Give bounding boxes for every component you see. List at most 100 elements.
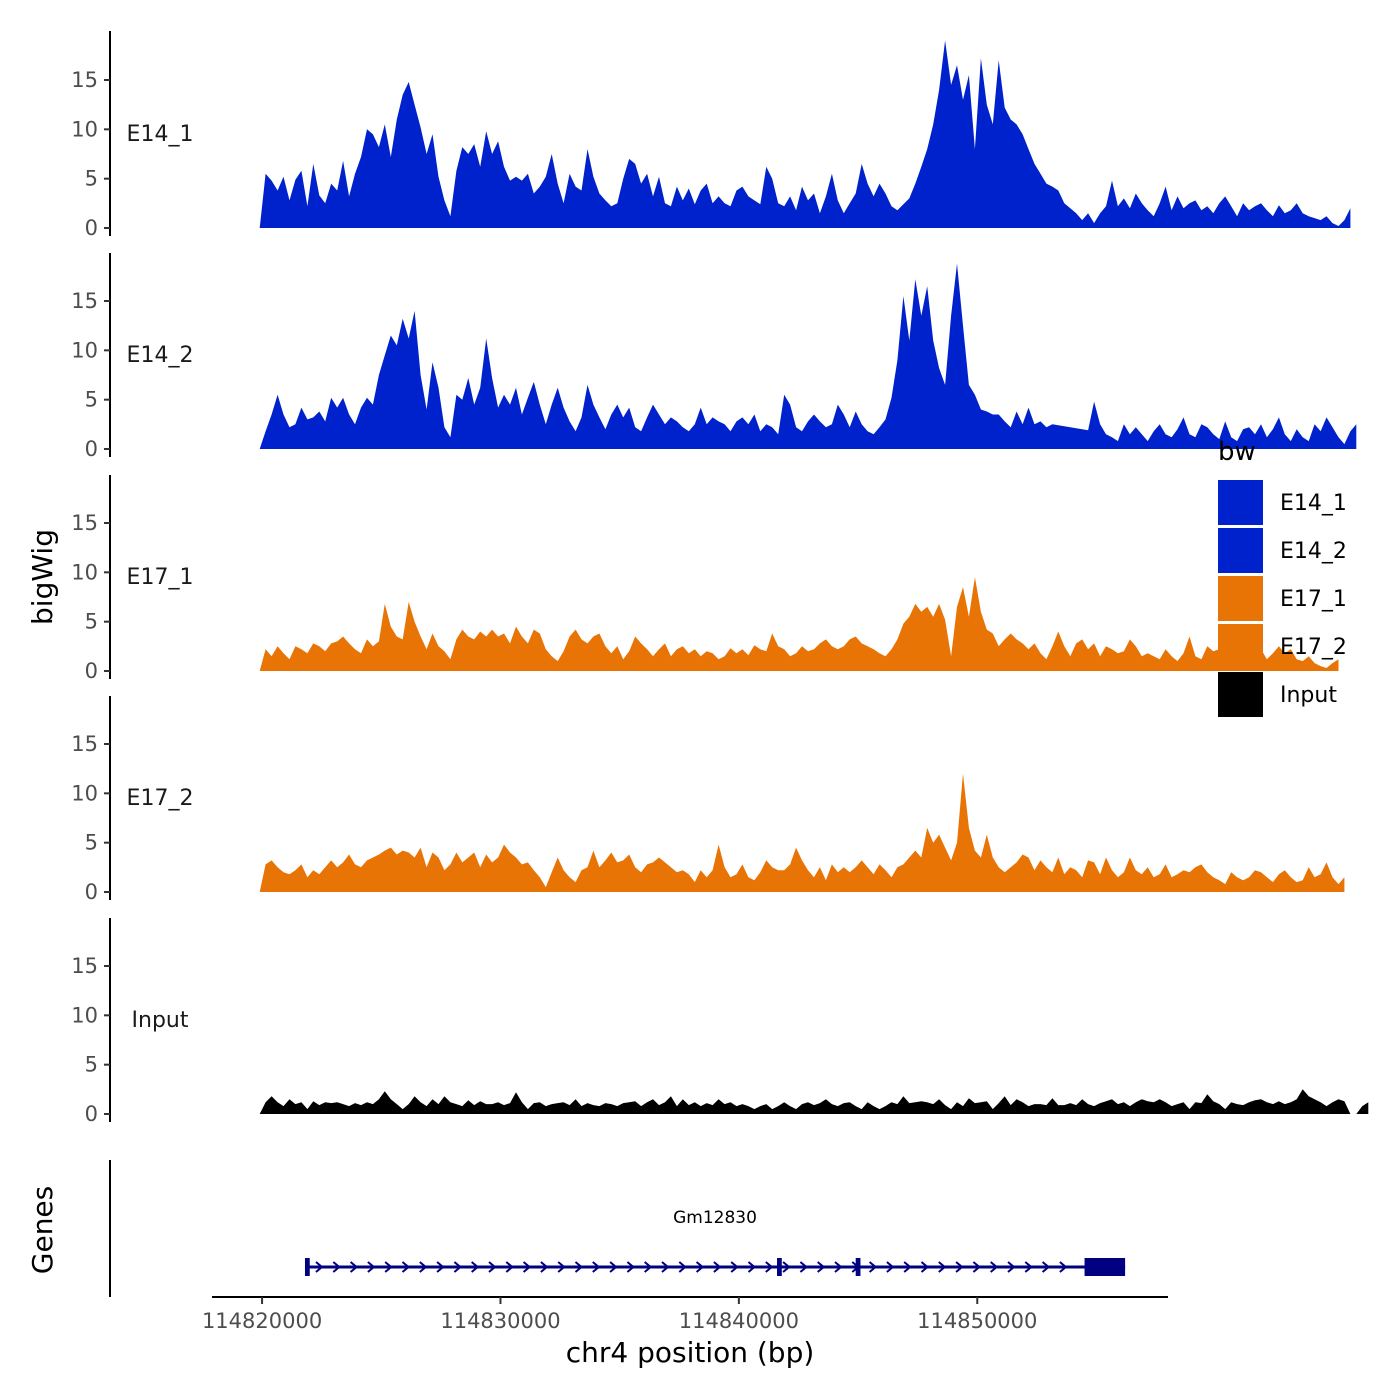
legend: bw E14_1 E14_2 E17_1 E17_2 Input xyxy=(1218,437,1347,717)
strand-arrow xyxy=(799,1261,808,1273)
y-tick-label: 0 xyxy=(85,216,98,240)
strand-arrow xyxy=(1024,1261,1033,1273)
legend-label: E17_1 xyxy=(1280,587,1347,612)
strand-arrow xyxy=(1041,1261,1051,1273)
y-tick-label: 5 xyxy=(85,831,98,855)
track-E14_2: 0 5 10 15 E14_2 xyxy=(71,253,1357,461)
strand-arrow xyxy=(384,1261,393,1273)
track-label: E17_2 xyxy=(127,786,194,811)
strand-arrow xyxy=(367,1261,376,1273)
y-tick-label: 10 xyxy=(71,117,98,141)
y-tick-label: 10 xyxy=(71,781,98,805)
track-E14_1: 0 5 10 15 E14_1 xyxy=(71,31,1351,240)
legend-title: bw xyxy=(1218,437,1256,467)
strand-arrow xyxy=(540,1261,549,1273)
x-tick-label: 114830000 xyxy=(440,1309,560,1333)
strand-arrow xyxy=(505,1261,514,1273)
track-label: E14_2 xyxy=(127,343,194,368)
legend-label: E14_2 xyxy=(1280,539,1347,564)
signal-area-E17_1 xyxy=(259,577,1339,671)
legend-label: E14_1 xyxy=(1280,491,1347,516)
strand-arrow xyxy=(834,1261,843,1273)
signal-area-Input xyxy=(259,1089,1369,1114)
x-axis-title: chr4 position (bp) xyxy=(566,1336,815,1369)
legend-label: Input xyxy=(1280,683,1337,708)
track-label: E17_1 xyxy=(127,565,194,590)
strand-arrow xyxy=(626,1261,635,1273)
strand-arrow xyxy=(661,1261,670,1273)
y-tick-label: 0 xyxy=(85,659,98,683)
y-tick-label: 10 xyxy=(71,338,98,362)
signal-area-E17_2 xyxy=(259,773,1345,892)
strand-arrow xyxy=(436,1261,445,1273)
strand-arrow xyxy=(678,1261,687,1273)
y-tick-label: 15 xyxy=(71,511,98,535)
gene-exon xyxy=(777,1258,782,1276)
y-tick-label: 15 xyxy=(71,68,98,92)
y-tick-label: 10 xyxy=(71,1003,98,1027)
strand-arrow xyxy=(695,1261,705,1273)
legend-key-E14_2 xyxy=(1218,528,1263,573)
track-E17_2: 0 5 10 15 E17_2 xyxy=(71,696,1345,904)
y-tick-label: 0 xyxy=(85,880,98,904)
strand-arrow xyxy=(713,1261,722,1273)
strand-arrow xyxy=(401,1261,411,1273)
y-tick-label: 5 xyxy=(85,1053,98,1077)
genes-axis-title: Genes xyxy=(26,1186,59,1274)
gene-exon xyxy=(304,1258,310,1276)
y-tick-label: 15 xyxy=(71,289,98,313)
signal-area-E14_2 xyxy=(259,263,1357,449)
legend-key-E14_1 xyxy=(1218,480,1263,525)
strand-arrow xyxy=(471,1261,480,1273)
strand-arrow xyxy=(817,1261,826,1273)
strand-arrow xyxy=(886,1261,895,1273)
strand-arrow xyxy=(592,1261,601,1273)
tracks-group: 0 5 10 15 E14_1 0 5 10 15 E14_2 0 5 10 15 E17_1 0 5 10 15 E… xyxy=(71,31,1369,1126)
y-tick-label: 15 xyxy=(71,732,98,756)
legend-key-Input xyxy=(1218,672,1263,717)
y-tick-label: 5 xyxy=(85,388,98,412)
gene-exon xyxy=(855,1258,861,1276)
strand-arrow xyxy=(419,1261,428,1273)
y-tick-label: 5 xyxy=(85,610,98,634)
strand-arrow xyxy=(332,1261,341,1273)
strand-arrow xyxy=(730,1261,739,1273)
gene-exon xyxy=(1084,1258,1126,1276)
strand-arrow xyxy=(557,1261,566,1273)
legend-key-E17_1 xyxy=(1218,576,1263,621)
strand-arrow xyxy=(782,1261,791,1273)
track-E17_1: 0 5 10 15 E17_1 xyxy=(71,475,1339,683)
x-tick-label: 114840000 xyxy=(679,1309,799,1333)
strand-arrow xyxy=(644,1261,653,1273)
y-tick-label: 0 xyxy=(85,437,98,461)
strand-arrow xyxy=(453,1261,462,1273)
strand-arrow xyxy=(574,1261,584,1273)
y-axis-title: bigWig xyxy=(26,529,59,625)
strand-arrow xyxy=(868,1261,878,1273)
legend-label: E17_2 xyxy=(1280,635,1347,660)
x-tick-label: 114850000 xyxy=(917,1309,1037,1333)
strand-arrow xyxy=(765,1261,774,1273)
y-tick-label: 5 xyxy=(85,167,98,191)
strand-arrow xyxy=(1059,1261,1068,1273)
strand-arrow xyxy=(903,1261,912,1273)
strand-arrow xyxy=(1007,1261,1016,1273)
gene-name-label: Gm12830 xyxy=(673,1208,757,1228)
strand-arrow xyxy=(522,1261,532,1273)
signal-area-E14_1 xyxy=(259,40,1351,228)
strand-arrow xyxy=(488,1261,497,1273)
y-tick-label: 15 xyxy=(71,954,98,978)
x-tick-label: 114820000 xyxy=(202,1309,322,1333)
strand-arrow xyxy=(349,1261,359,1273)
strand-arrow xyxy=(747,1261,757,1273)
x-axis: 114820000 114830000 114840000 114850000 xyxy=(202,1296,1168,1333)
track-label: Input xyxy=(132,1008,189,1033)
track-Input: 0 5 10 15 Input xyxy=(71,918,1369,1126)
legend-key-E17_2 xyxy=(1218,624,1263,669)
strand-arrow xyxy=(990,1261,999,1273)
track-label: E14_1 xyxy=(127,122,194,147)
y-tick-label: 0 xyxy=(85,1102,98,1126)
strand-arrow xyxy=(920,1261,930,1273)
strand-arrow xyxy=(315,1261,324,1273)
